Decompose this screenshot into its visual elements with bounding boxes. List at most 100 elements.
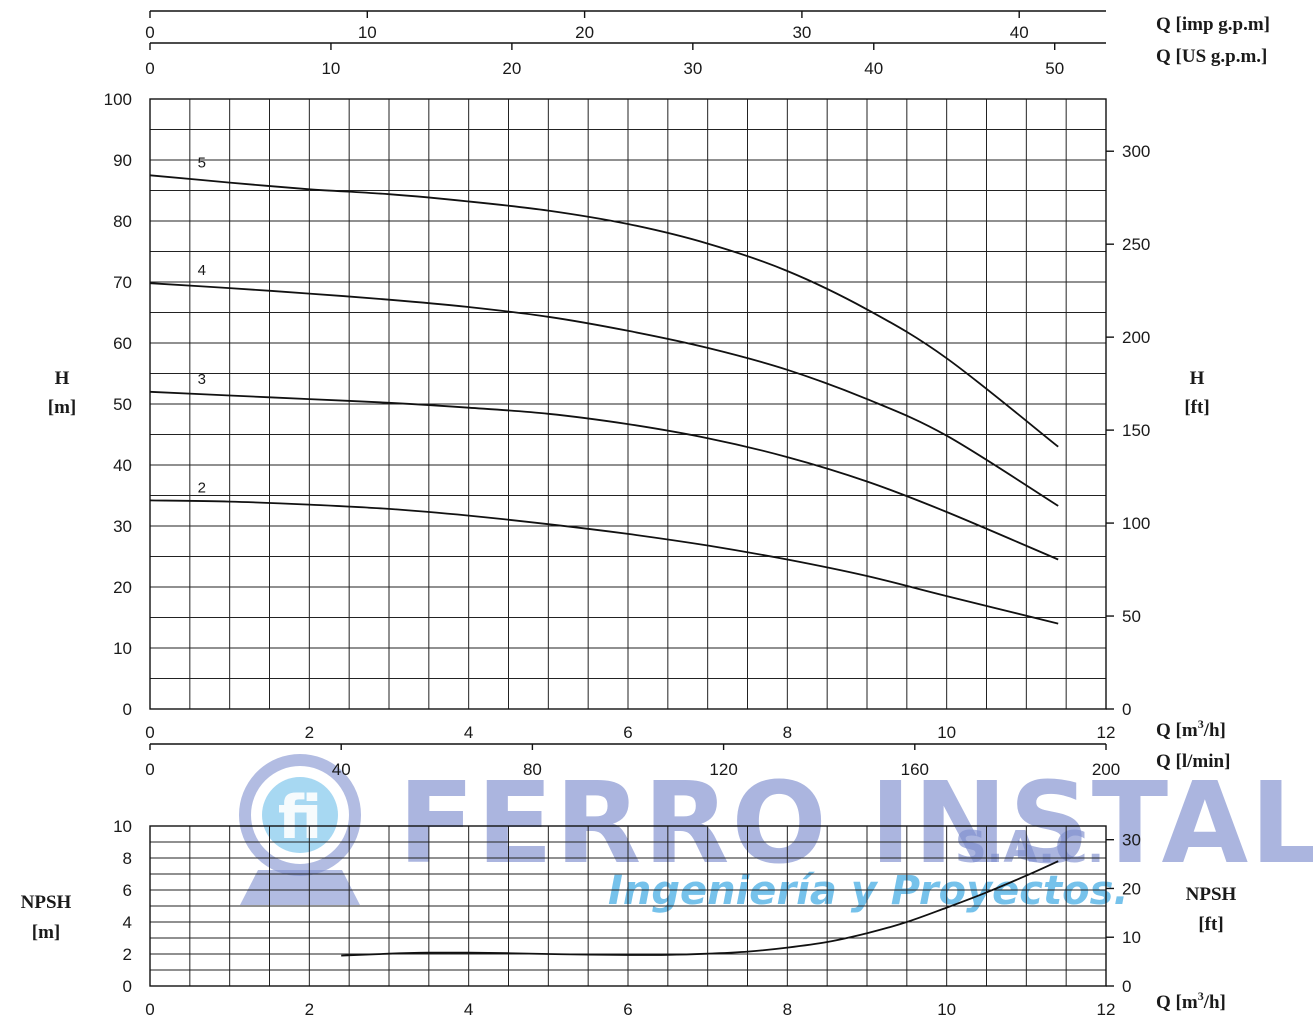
npsh-m-axis-title-line2: [m] [32, 922, 60, 943]
curves: 2 3 4 5 [149, 154, 1059, 957]
us-gpm-tick-label: 10 [321, 59, 340, 78]
curve-label-3: 3 [198, 371, 206, 388]
q-m3h-npsh-axis-title-b: /h] [1203, 992, 1226, 1013]
curve-label-4: 4 [198, 262, 206, 279]
npsh-ft-tick-label: 20 [1122, 879, 1141, 898]
q-m3h-tick-label: 0 [145, 723, 154, 742]
head-curve-2 [149, 499, 1059, 625]
h-ft-tick-label: 300 [1122, 142, 1150, 161]
watermark-logo: fi [239, 754, 361, 905]
npsh-q-m3h-tick-label: 4 [464, 1000, 473, 1019]
h-ft-axis-title-line1: H [1190, 368, 1205, 389]
q-m3h-axis-title-b: /h] [1203, 720, 1226, 741]
h-m-tick-label: 0 [123, 700, 132, 719]
q-m3h-tick-label: 8 [783, 723, 792, 742]
npsh-m-tick-label: 8 [123, 849, 132, 868]
q-m3h-axis-title: Q [m3/h] [1156, 717, 1226, 741]
npsh-ft-tick-label: 10 [1122, 928, 1141, 947]
npsh-m-tick-label: 2 [123, 945, 132, 964]
h-m-tick-label: 30 [113, 517, 132, 536]
npsh-q-m3h-tick-label: 12 [1097, 1000, 1116, 1019]
npsh-m-tick-label: 4 [123, 913, 132, 932]
npsh-m-tick-label: 6 [123, 881, 132, 900]
npsh-q-m3h-tick-label: 8 [783, 1000, 792, 1019]
npsh-ft-axis-title-line1: NPSH [1186, 884, 1237, 905]
q-m3h-axis-title-a: Q [m [1156, 720, 1198, 741]
npsh-m-tick-label: 0 [123, 977, 132, 996]
imp-gpm-tick-label: 20 [575, 23, 594, 42]
us-gpm-tick-label: 20 [502, 59, 521, 78]
curve-label-5: 5 [198, 154, 206, 171]
q-m3h-tick-label: 2 [305, 723, 314, 742]
imp-gpm-axis-title: Q [imp g.p.m] [1156, 14, 1270, 35]
npsh-chart-frame [149, 825, 1107, 987]
imp-gpm-tick-label: 0 [145, 23, 154, 42]
main-chart-grid [150, 99, 1106, 709]
npsh-m-tick-label: 10 [113, 817, 132, 836]
h-m-tick-label: 70 [113, 273, 132, 292]
imp-gpm-tick-label: 40 [1010, 23, 1029, 42]
q-m3h-tick-label: 10 [937, 723, 956, 742]
head-curve-4 [149, 282, 1059, 507]
npsh-ft-tick-label: 0 [1122, 977, 1131, 996]
npsh-m-axis-title-line1: NPSH [21, 892, 72, 913]
imp-gpm-tick-label: 10 [358, 23, 377, 42]
h-m-tick-label: 100 [104, 90, 132, 109]
npsh-q-m3h-tick-label: 0 [145, 1000, 154, 1019]
h-ft-tick-label: 150 [1122, 421, 1150, 440]
q-m3h-npsh-axis-title: Q [m3/h] [1156, 989, 1226, 1013]
h-m-axis-title-line1: H [55, 368, 70, 389]
lmin-tick-label: 200 [1092, 760, 1120, 779]
head-curve-5 [149, 174, 1059, 448]
q-m3h-npsh-axis-title-sup: 3 [1198, 989, 1204, 1003]
watermark: fi FERRO INSTALL S.A.C. Ingeniería y Pro… [239, 754, 1313, 914]
us-gpm-tick-label: 40 [864, 59, 883, 78]
h-ft-axis-title-line2: [ft] [1184, 397, 1209, 418]
q-m3h-tick-label: 4 [464, 723, 473, 742]
tick-labels: 0102030405060708090100050100150200250300… [104, 11, 1150, 1019]
q-m3h-npsh-axis-title-a: Q [m [1156, 992, 1198, 1013]
watermark-suffix: S.A.C. [955, 822, 1104, 873]
h-m-tick-label: 60 [113, 334, 132, 353]
npsh-q-m3h-tick-label: 6 [623, 1000, 632, 1019]
h-ft-tick-label: 200 [1122, 328, 1150, 347]
h-m-axis-title-line2: [m] [48, 397, 76, 418]
h-m-tick-label: 50 [113, 395, 132, 414]
h-ft-tick-label: 50 [1122, 607, 1141, 626]
lmin-tick-label: 80 [523, 760, 542, 779]
head-curve-3 [149, 390, 1059, 561]
lmin-tick-label: 120 [709, 760, 737, 779]
curve-label-2: 2 [198, 479, 206, 496]
imp-gpm-tick-label: 30 [792, 23, 811, 42]
watermark-main: FERRO INSTALL [398, 759, 1313, 889]
h-ft-tick-label: 250 [1122, 235, 1150, 254]
npsh-chart-grid [150, 826, 1106, 986]
lmin-tick-label: 160 [901, 760, 929, 779]
us-gpm-tick-label: 0 [145, 59, 154, 78]
us-gpm-tick-label: 50 [1045, 59, 1064, 78]
h-m-tick-label: 40 [113, 456, 132, 475]
us-gpm-axis-title: Q [US g.p.m.] [1156, 46, 1267, 67]
q-m3h-axis-title-sup: 3 [1198, 717, 1204, 731]
h-m-tick-label: 80 [113, 212, 132, 231]
npsh-curve [341, 860, 1059, 957]
h-m-tick-label: 90 [113, 151, 132, 170]
h-ft-tick-label: 0 [1122, 700, 1131, 719]
h-m-tick-label: 10 [113, 639, 132, 658]
lmin-tick-label: 40 [332, 760, 351, 779]
h-m-tick-label: 20 [113, 578, 132, 597]
q-lmin-axis-title: Q [l/min] [1156, 751, 1230, 772]
q-m3h-tick-label: 12 [1097, 723, 1116, 742]
npsh-q-m3h-tick-label: 2 [305, 1000, 314, 1019]
lmin-tick-label: 0 [145, 760, 154, 779]
main-chart-frame [149, 98, 1107, 710]
us-gpm-tick-label: 30 [683, 59, 702, 78]
watermark-subtitle: Ingeniería y Proyectos. [608, 868, 1129, 914]
watermark-logo-letters: fi [278, 783, 322, 853]
npsh-ft-axis-title-line2: [ft] [1198, 914, 1223, 935]
q-m3h-tick-label: 6 [623, 723, 632, 742]
npsh-ft-tick-label: 30 [1122, 831, 1141, 850]
h-ft-tick-label: 100 [1122, 514, 1150, 533]
npsh-q-m3h-tick-label: 10 [937, 1000, 956, 1019]
